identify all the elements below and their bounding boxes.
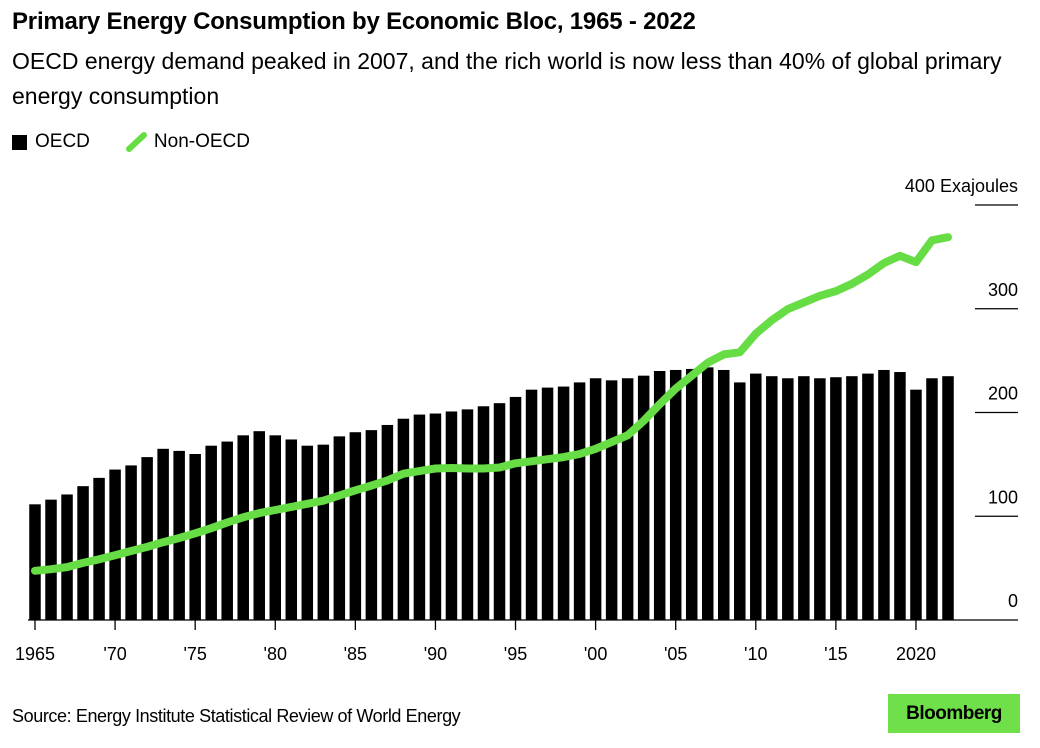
legend-item-oecd: OECD xyxy=(12,131,90,153)
oecd-bar-1973 xyxy=(157,448,169,620)
y-tick-label-400: 400 Exajoules xyxy=(905,176,1018,196)
oecd-bar-1978 xyxy=(237,435,249,620)
oecd-bar-1965 xyxy=(29,504,41,620)
oecd-bar-2006 xyxy=(685,368,698,620)
oecd-bar-2011 xyxy=(766,376,778,620)
x-tick-label-1985: '85 xyxy=(344,644,367,664)
oecd-bar-2013 xyxy=(798,376,810,620)
oecd-bar-2016 xyxy=(846,376,858,620)
oecd-bar-1988 xyxy=(397,418,410,620)
oecd-bar-1979 xyxy=(253,431,265,620)
x-axis: 1965 '70 '75 '80 '85 '90 '95 '00 '05 '10 '15 2020 xyxy=(15,620,936,664)
x-tick-label-2000: '00 xyxy=(584,644,607,664)
legend: OECD Non-OECD xyxy=(12,131,286,153)
oecd-bar-1993 xyxy=(477,406,490,620)
oecd-bar-2019 xyxy=(894,372,906,620)
bloomberg-logo: Bloomberg xyxy=(888,694,1020,733)
oecd-bar-1983 xyxy=(317,444,330,620)
oecd-bar-2020 xyxy=(910,389,922,620)
oecd-bar-2018 xyxy=(878,369,890,620)
oecd-bar-1977 xyxy=(221,441,233,620)
non-oecd-series-line xyxy=(31,233,952,575)
y-tick-label-100: 100 xyxy=(988,487,1018,507)
x-tick-label-2015: '15 xyxy=(824,644,847,664)
oecd-bar-2002 xyxy=(621,378,634,620)
oecd-bar-2010 xyxy=(750,373,762,620)
oecd-bar-1997 xyxy=(541,387,554,620)
oecd-bar-1981 xyxy=(285,439,298,620)
chart-subtitle: OECD energy demand peaked in 2007, and t… xyxy=(12,48,1002,109)
oecd-bar-1986 xyxy=(365,430,378,620)
oecd-bar-2008 xyxy=(718,369,730,620)
oecd-bar-1984 xyxy=(333,436,346,620)
oecd-bars xyxy=(29,367,954,620)
x-tick-label-1965: 1965 xyxy=(15,644,55,664)
chart-title: Primary Energy Consumption by Economic B… xyxy=(12,8,696,35)
oecd-bar-1995 xyxy=(509,396,522,620)
legend-swatch-non-oecd xyxy=(125,132,147,152)
oecd-bar-2004 xyxy=(653,371,666,620)
x-tick-label-1970: '70 xyxy=(103,644,126,664)
oecd-bar-2012 xyxy=(782,378,794,620)
oecd-bar-2001 xyxy=(605,380,618,620)
oecd-bar-2021 xyxy=(926,378,938,620)
x-tick-label-1980: '80 xyxy=(264,644,287,664)
oecd-bar-2000 xyxy=(589,378,602,620)
oecd-bar-1987 xyxy=(381,424,394,620)
oecd-bar-1980 xyxy=(269,435,282,620)
y-gridlines: 0 100 200 300 400 Exajoules xyxy=(28,176,1018,621)
oecd-bar-1985 xyxy=(349,432,362,620)
oecd-bar-1994 xyxy=(493,403,506,620)
oecd-bar-1970 xyxy=(109,469,121,620)
oecd-bar-1982 xyxy=(301,445,314,620)
oecd-bar-1966 xyxy=(45,499,57,620)
oecd-bar-1976 xyxy=(205,445,217,620)
oecd-bar-1990 xyxy=(429,413,442,620)
legend-label-non-oecd: Non-OECD xyxy=(153,131,250,152)
oecd-bar-2017 xyxy=(862,373,874,620)
oecd-bar-2014 xyxy=(814,378,826,620)
x-tick-label-1975: '75 xyxy=(183,644,206,664)
oecd-bar-1991 xyxy=(445,411,458,620)
oecd-bar-1992 xyxy=(461,409,474,620)
oecd-bar-1972 xyxy=(141,457,153,620)
non-oecd-line xyxy=(31,233,952,575)
x-tick-label-1995: '95 xyxy=(504,644,527,664)
y-tick-label-0: 0 xyxy=(1008,591,1018,611)
oecd-bar-1971 xyxy=(125,465,137,620)
oecd-bar-1968 xyxy=(77,486,89,620)
oecd-bar-1999 xyxy=(573,382,586,620)
oecd-bar-1996 xyxy=(525,389,538,620)
oecd-bar-1998 xyxy=(557,386,570,620)
y-tick-label-200: 200 xyxy=(988,384,1018,404)
oecd-bar-1967 xyxy=(61,494,73,620)
x-tick-label-2020: 2020 xyxy=(896,644,936,664)
oecd-bar-2009 xyxy=(734,382,746,620)
oecd-bar-2003 xyxy=(637,375,650,620)
oecd-bar-2022 xyxy=(942,376,954,620)
y-tick-label-300: 300 xyxy=(988,280,1018,300)
legend-label-oecd: OECD xyxy=(35,131,90,152)
oecd-bar-2007 xyxy=(701,367,714,620)
x-tick-label-2010: '10 xyxy=(744,644,767,664)
oecd-bar-1969 xyxy=(93,477,105,620)
x-tick-label-1990: '90 xyxy=(424,644,447,664)
source-note: Source: Energy Institute Statistical Rev… xyxy=(12,706,461,726)
legend-swatch-oecd xyxy=(12,134,27,150)
oecd-bar-1989 xyxy=(413,414,426,620)
oecd-bar-2015 xyxy=(830,377,842,620)
x-tick-label-2005: '05 xyxy=(664,644,687,664)
legend-item-non-oecd: Non-OECD xyxy=(125,131,250,153)
oecd-bar-2005 xyxy=(669,369,682,620)
